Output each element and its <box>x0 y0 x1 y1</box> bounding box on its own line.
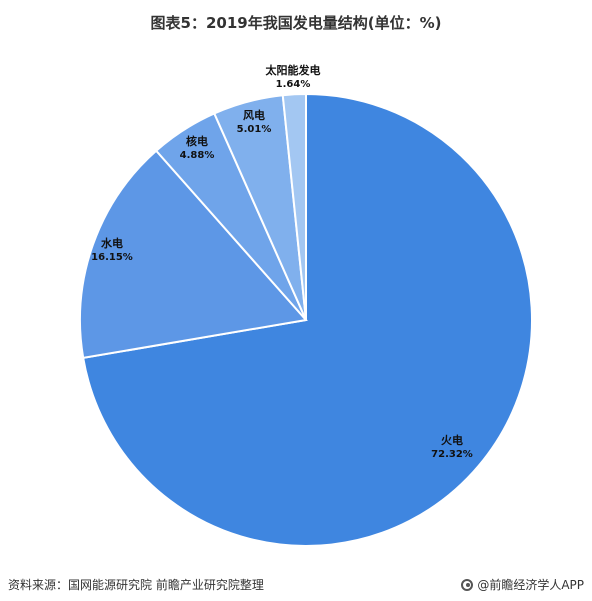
slice-value-label: 16.15% <box>91 252 133 263</box>
qianzhan-logo-icon <box>461 578 474 591</box>
brand: @前瞻经济学人APP <box>461 576 584 593</box>
pie-slice <box>79 149 308 360</box>
slice-label: 太阳能发电 <box>265 63 321 77</box>
source-text: 资料来源：国网能源研究院 前瞻产业研究院整理 <box>8 578 264 592</box>
slice-label: 火电 <box>441 433 463 447</box>
pie-slice <box>281 92 307 321</box>
slice-label: 风电 <box>243 108 265 122</box>
chart-title: 图表5：2019年我国发电量结构(单位：%) <box>150 14 442 32</box>
slice-value-label: 1.64% <box>276 79 311 90</box>
slice-value-label: 4.88% <box>180 150 215 161</box>
pie-slice <box>82 92 533 547</box>
slice-label: 核电 <box>186 134 208 148</box>
slice-label: 水电 <box>101 236 123 250</box>
brand-text: @前瞻经济学人APP <box>477 578 584 592</box>
slice-value-label: 5.01% <box>237 124 272 135</box>
slice-value-label: 72.32% <box>431 449 473 460</box>
